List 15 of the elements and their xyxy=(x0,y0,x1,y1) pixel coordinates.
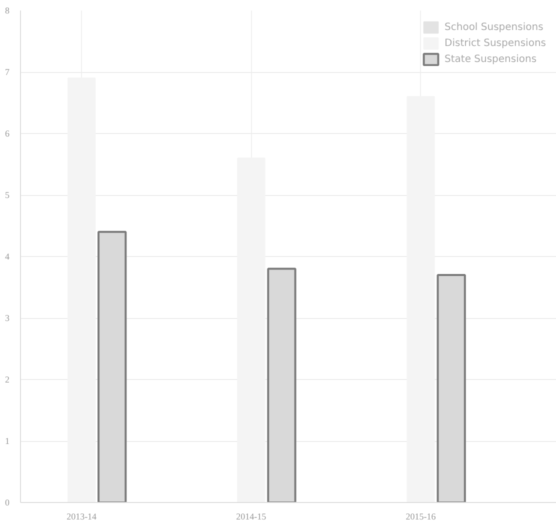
y-tick-label: 5 xyxy=(5,190,10,200)
x-tick-label: 2013-14 xyxy=(66,512,98,522)
y-tick-label: 3 xyxy=(5,313,10,323)
y-tick-label: 7 xyxy=(5,67,10,77)
x-tick-label: 2015-16 xyxy=(406,512,436,522)
legend-label: School Suspensions xyxy=(444,22,544,32)
y-tick-label: 8 xyxy=(5,6,10,16)
y-tick-label: 6 xyxy=(5,128,10,138)
legend-label: State Suspensions xyxy=(444,54,537,64)
y-tick-label: 2 xyxy=(5,374,10,384)
y-tick-label: 4 xyxy=(5,252,10,262)
y-tick-label: 0 xyxy=(5,498,10,508)
legend-label: District Suspensions xyxy=(444,38,546,48)
y-tick-label: 1 xyxy=(5,436,10,446)
x-tick-label: 2014-15 xyxy=(236,512,267,522)
